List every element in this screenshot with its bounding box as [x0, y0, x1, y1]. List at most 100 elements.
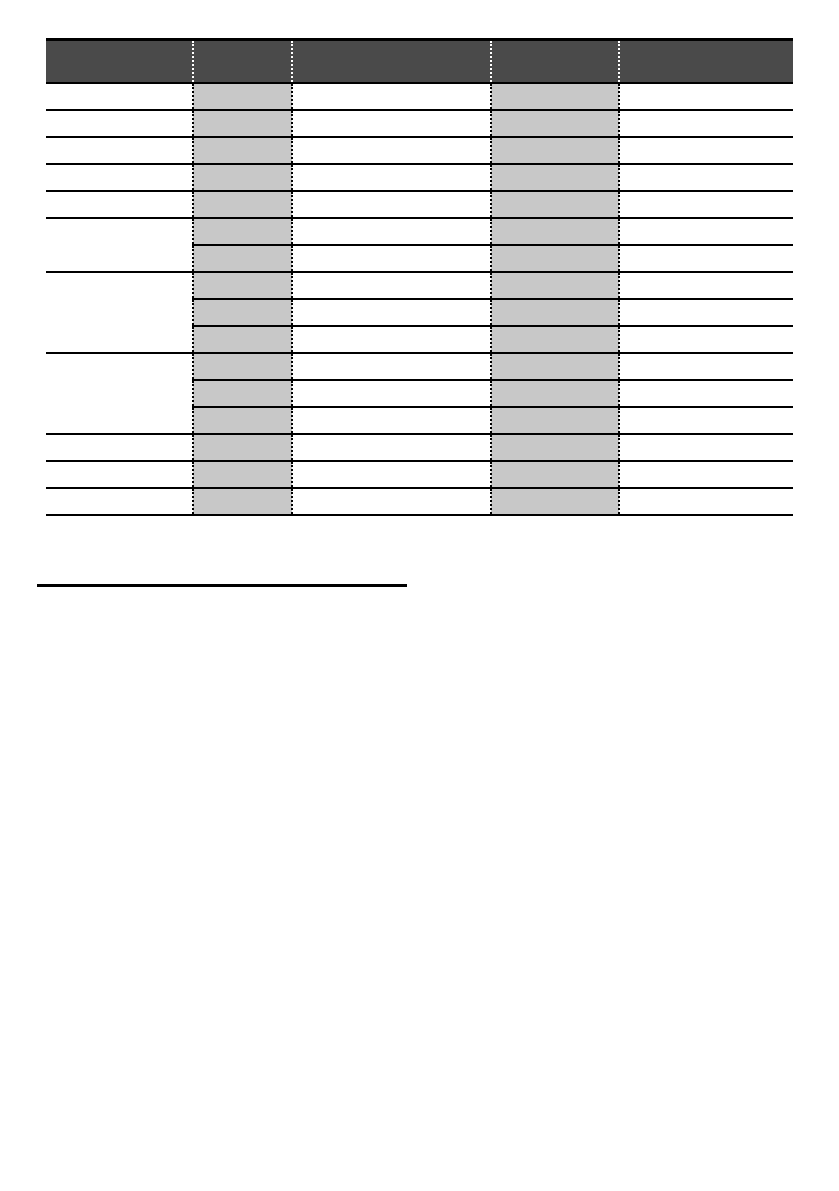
- table-row: [46, 434, 793, 462]
- table-cell-col-4: [490, 434, 620, 462]
- row-label-cell: [46, 488, 193, 516]
- table-cell-col-2: [192, 191, 293, 219]
- table-cell-col-3: [292, 245, 491, 273]
- header-cell-col-2: [192, 38, 293, 84]
- table-cell-col-4: [490, 137, 620, 165]
- table-cell-col-5: [619, 353, 793, 381]
- table-row: [46, 353, 793, 435]
- table-cell-col-2: [192, 380, 293, 408]
- table-cell-col-4: [490, 299, 620, 327]
- row-label-cell: [46, 137, 193, 165]
- table-body: [46, 83, 793, 516]
- table-cell-col-4: [490, 407, 620, 435]
- table-cell-col-4: [490, 461, 620, 489]
- row-label-cell: [46, 461, 193, 489]
- table-cell-col-3: [292, 326, 491, 354]
- table-cell-col-2: [192, 110, 293, 138]
- table-cell-col-2: [192, 218, 293, 246]
- table-cell-col-3: [292, 164, 491, 192]
- header-cell-col-5: [619, 38, 793, 84]
- table-row: [46, 245, 793, 273]
- table-row: [46, 380, 793, 408]
- table-cell-col-4: [490, 83, 620, 111]
- header-cell-col-1: [46, 38, 193, 84]
- table-row: [46, 83, 793, 111]
- table-cell-col-5: [619, 434, 793, 462]
- table-row: [46, 488, 793, 516]
- table-cell-col-2: [192, 272, 293, 300]
- header-cell-col-4: [490, 38, 620, 84]
- row-label-cell: [46, 110, 193, 138]
- table-cell-col-2: [192, 326, 293, 354]
- table-cell-col-5: [619, 83, 793, 111]
- table-row: [46, 272, 793, 354]
- table-cell-col-3: [292, 272, 491, 300]
- table-cell-col-3: [292, 380, 491, 408]
- row-label-cell: [46, 191, 193, 219]
- table-cell-col-5: [619, 272, 793, 300]
- table-cell-col-4: [490, 191, 620, 219]
- table-cell-col-4: [490, 110, 620, 138]
- row-label-cell: [46, 272, 193, 354]
- table-cell-col-4: [490, 380, 620, 408]
- table-cell-col-3: [292, 218, 491, 246]
- table-cell-col-5: [619, 191, 793, 219]
- table-cell-col-4: [490, 326, 620, 354]
- table-cell-col-3: [292, 191, 491, 219]
- table-cell-col-5: [619, 488, 793, 516]
- table-cell-col-3: [292, 353, 491, 381]
- table-row: [46, 407, 793, 435]
- table-row: [46, 218, 793, 273]
- header-cell-col-3: [292, 38, 491, 84]
- table-cell-col-2: [192, 407, 293, 435]
- table-row: [46, 461, 793, 489]
- table-cell-col-5: [619, 326, 793, 354]
- table-cell-col-2: [192, 137, 293, 165]
- row-label-cell: [46, 164, 193, 192]
- table-cell-col-2: [192, 434, 293, 462]
- table-row: [46, 299, 793, 327]
- table-cell-col-5: [619, 461, 793, 489]
- table-cell-col-2: [192, 83, 293, 111]
- table-cell-col-4: [490, 353, 620, 381]
- table-row: [46, 326, 793, 354]
- table-cell-col-2: [192, 164, 293, 192]
- table-cell-col-5: [619, 299, 793, 327]
- table-cell-col-2: [192, 299, 293, 327]
- row-label-cell: [46, 218, 193, 273]
- table-cell-col-3: [292, 461, 491, 489]
- table-cell-col-4: [490, 164, 620, 192]
- table-cell-col-5: [619, 164, 793, 192]
- table-cell-col-5: [619, 407, 793, 435]
- table-cell-col-3: [292, 110, 491, 138]
- table-cell-col-3: [292, 488, 491, 516]
- table-cell-col-2: [192, 245, 293, 273]
- table-cell-col-5: [619, 137, 793, 165]
- table-cell-col-4: [490, 245, 620, 273]
- table-cell-col-3: [292, 434, 491, 462]
- row-label-cell: [46, 353, 193, 435]
- table-cell-col-2: [192, 353, 293, 381]
- table-row: [46, 191, 793, 219]
- table-row: [46, 164, 793, 192]
- table-row: [46, 137, 793, 165]
- table-cell-col-5: [619, 110, 793, 138]
- empty-form-table: [46, 38, 793, 516]
- table-cell-col-5: [619, 245, 793, 273]
- table-header-row: [46, 38, 793, 84]
- table-cell-col-4: [490, 218, 620, 246]
- table-cell-col-4: [490, 272, 620, 300]
- table-cell-col-3: [292, 137, 491, 165]
- table-cell-col-3: [292, 407, 491, 435]
- row-label-cell: [46, 83, 193, 111]
- row-label-cell: [46, 434, 193, 462]
- table-cell-col-3: [292, 83, 491, 111]
- table-cell-col-5: [619, 218, 793, 246]
- table-cell-col-4: [490, 488, 620, 516]
- table-cell-col-2: [192, 488, 293, 516]
- table-cell-col-2: [192, 461, 293, 489]
- blank-underline-rule: [37, 584, 407, 587]
- table-cell-col-3: [292, 299, 491, 327]
- table-row: [46, 110, 793, 138]
